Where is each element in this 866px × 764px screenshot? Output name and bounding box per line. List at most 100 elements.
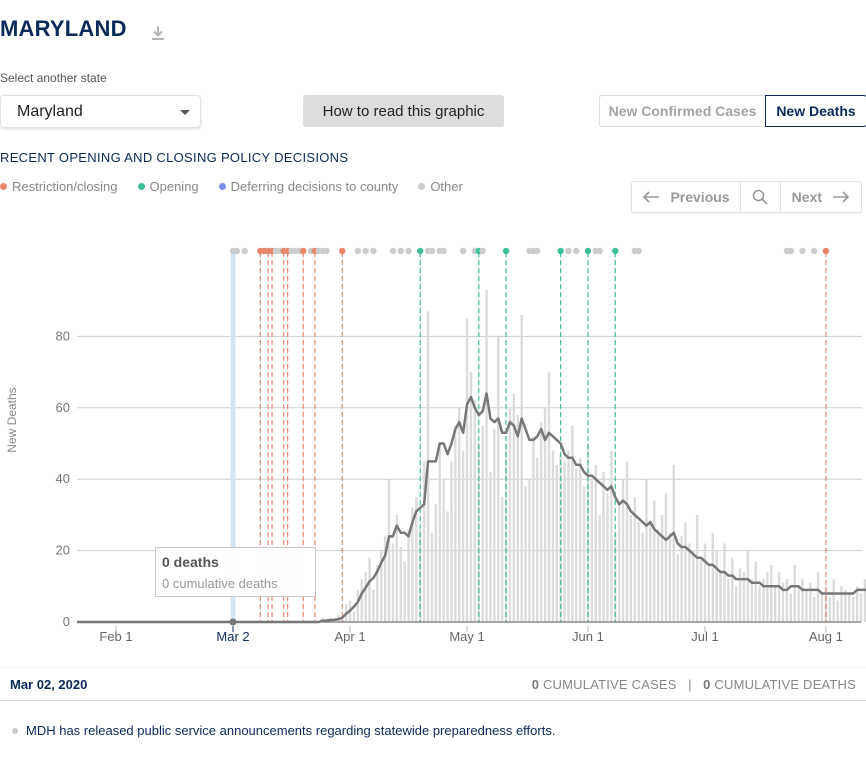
bar bbox=[508, 407, 512, 622]
bar bbox=[536, 457, 539, 622]
bar bbox=[863, 579, 866, 622]
next-button[interactable]: Next bbox=[781, 182, 861, 212]
x-tick-label: Jul 1 bbox=[691, 629, 718, 644]
bar bbox=[356, 589, 360, 622]
policy-marker bbox=[596, 247, 603, 255]
bar bbox=[469, 372, 473, 622]
bar bbox=[575, 468, 578, 622]
policy-marker bbox=[565, 247, 572, 255]
new-confirmed-cases-tab[interactable]: New Confirmed Cases bbox=[599, 95, 765, 127]
bar bbox=[641, 532, 644, 622]
bar bbox=[376, 564, 379, 622]
metric-toggle: New Confirmed Cases New Deaths bbox=[599, 95, 866, 127]
policy-marker bbox=[428, 247, 436, 255]
bar bbox=[758, 586, 761, 622]
policy-marker bbox=[584, 247, 592, 255]
legend-item-opening: Opening bbox=[137, 179, 199, 194]
policy-marker bbox=[557, 247, 564, 255]
page-title: MARYLAND bbox=[0, 16, 127, 41]
moving-average-line bbox=[77, 392, 866, 624]
bar bbox=[551, 450, 555, 622]
bar bbox=[598, 514, 601, 622]
y-tick-label: 60 bbox=[56, 400, 70, 415]
legend-item-deferring: Deferring decisions to county bbox=[218, 179, 399, 194]
previous-label: Previous bbox=[670, 189, 730, 205]
legend-dot-icon bbox=[0, 183, 7, 190]
bar bbox=[836, 600, 839, 622]
bar bbox=[695, 514, 699, 622]
bar bbox=[664, 493, 668, 622]
selected-date: Mar 02, 2020 bbox=[10, 677, 88, 692]
how-to-read-button[interactable]: How to read this graphic bbox=[303, 95, 504, 127]
policy-marker bbox=[417, 247, 424, 255]
y-axis-label: New Deaths bbox=[5, 387, 19, 452]
policy-marker bbox=[787, 247, 794, 255]
bar bbox=[578, 457, 582, 622]
policy-marker bbox=[459, 247, 467, 255]
deaths-chart[interactable]: 0 20 40 60 80 New Deaths Feb 1 Mar 2 Apr 1 May 1 J… bbox=[0, 235, 866, 655]
bar bbox=[524, 486, 527, 622]
policy-marker bbox=[479, 247, 486, 255]
legend-label: Other bbox=[430, 179, 463, 194]
policy-legend: Restriction/closing Opening Deferring de… bbox=[0, 179, 483, 194]
policy-marker bbox=[241, 247, 248, 255]
policy-note: MDH has released public service announce… bbox=[12, 723, 555, 738]
state-select-label: Select another state bbox=[0, 71, 107, 85]
policy-marker bbox=[502, 247, 510, 255]
download-icon[interactable] bbox=[150, 24, 166, 42]
bar bbox=[766, 572, 769, 622]
bar bbox=[500, 497, 504, 622]
bar bbox=[532, 436, 535, 622]
bar bbox=[719, 572, 722, 622]
bar bbox=[840, 586, 843, 622]
previous-button[interactable]: Previous bbox=[632, 182, 742, 212]
bar bbox=[688, 543, 691, 622]
bar bbox=[851, 597, 855, 622]
bar bbox=[364, 572, 367, 622]
bar bbox=[750, 579, 753, 622]
policy-marker bbox=[389, 247, 397, 255]
legend-item-other: Other bbox=[418, 179, 463, 194]
bar bbox=[614, 532, 617, 622]
policy-marker bbox=[370, 247, 377, 255]
arrow-left-icon bbox=[643, 191, 660, 203]
bar bbox=[590, 479, 594, 622]
bar bbox=[703, 543, 707, 622]
bar bbox=[606, 493, 609, 622]
bar bbox=[481, 425, 484, 622]
policy-marker bbox=[354, 247, 362, 255]
bar bbox=[543, 407, 547, 622]
bar bbox=[516, 414, 519, 622]
bar bbox=[594, 464, 597, 622]
policy-marker bbox=[397, 247, 404, 255]
bar bbox=[493, 429, 496, 622]
bullet-icon bbox=[12, 727, 18, 734]
selected-point bbox=[229, 618, 237, 626]
y-tick-label: 80 bbox=[56, 328, 70, 343]
x-tick-label: Jun 1 bbox=[572, 629, 604, 644]
bar bbox=[805, 589, 808, 622]
bar bbox=[668, 532, 672, 622]
state-select[interactable]: Maryland bbox=[0, 95, 201, 128]
x-tick-label: May 1 bbox=[449, 629, 484, 644]
bar bbox=[711, 532, 714, 622]
bar bbox=[723, 543, 726, 622]
bar bbox=[446, 511, 449, 622]
bar bbox=[625, 461, 629, 622]
bar bbox=[653, 500, 656, 622]
bar bbox=[602, 472, 605, 622]
chevron-down-icon bbox=[180, 110, 190, 115]
bar bbox=[656, 529, 660, 622]
bar bbox=[383, 536, 387, 622]
bar bbox=[610, 450, 613, 622]
policy-note-text: MDH has released public service announce… bbox=[26, 723, 556, 738]
new-deaths-tab[interactable]: New Deaths bbox=[765, 95, 866, 127]
legend-label: Deferring decisions to county bbox=[230, 179, 399, 194]
search-button[interactable] bbox=[741, 182, 781, 212]
bar bbox=[434, 504, 438, 622]
bar bbox=[582, 486, 586, 622]
policy-marker bbox=[440, 247, 447, 255]
bar bbox=[680, 536, 683, 622]
bar bbox=[727, 579, 730, 622]
bar bbox=[411, 507, 414, 622]
